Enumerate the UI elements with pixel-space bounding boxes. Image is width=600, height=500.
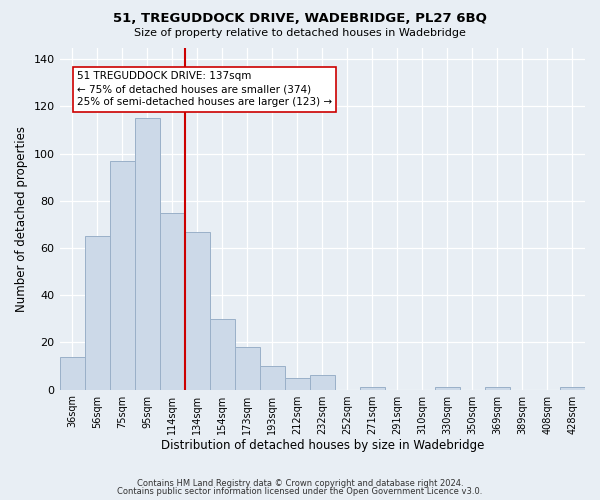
Bar <box>185 232 209 390</box>
Text: 51 TREGUDDOCK DRIVE: 137sqm
← 75% of detached houses are smaller (374)
25% of se: 51 TREGUDDOCK DRIVE: 137sqm ← 75% of det… <box>77 71 332 108</box>
Text: Size of property relative to detached houses in Wadebridge: Size of property relative to detached ho… <box>134 28 466 38</box>
Bar <box>360 387 385 390</box>
X-axis label: Distribution of detached houses by size in Wadebridge: Distribution of detached houses by size … <box>161 440 484 452</box>
Text: Contains HM Land Registry data © Crown copyright and database right 2024.: Contains HM Land Registry data © Crown c… <box>137 478 463 488</box>
Bar <box>235 347 260 390</box>
Bar <box>310 376 335 390</box>
Bar <box>285 378 310 390</box>
Text: 51, TREGUDDOCK DRIVE, WADEBRIDGE, PL27 6BQ: 51, TREGUDDOCK DRIVE, WADEBRIDGE, PL27 6… <box>113 12 487 26</box>
Bar <box>160 212 185 390</box>
Bar <box>260 366 285 390</box>
Text: Contains public sector information licensed under the Open Government Licence v3: Contains public sector information licen… <box>118 487 482 496</box>
Bar <box>110 160 134 390</box>
Bar <box>85 236 110 390</box>
Bar <box>134 118 160 390</box>
Bar <box>560 387 585 390</box>
Bar <box>209 319 235 390</box>
Bar <box>485 387 510 390</box>
Y-axis label: Number of detached properties: Number of detached properties <box>15 126 28 312</box>
Bar <box>59 356 85 390</box>
Bar <box>435 387 460 390</box>
